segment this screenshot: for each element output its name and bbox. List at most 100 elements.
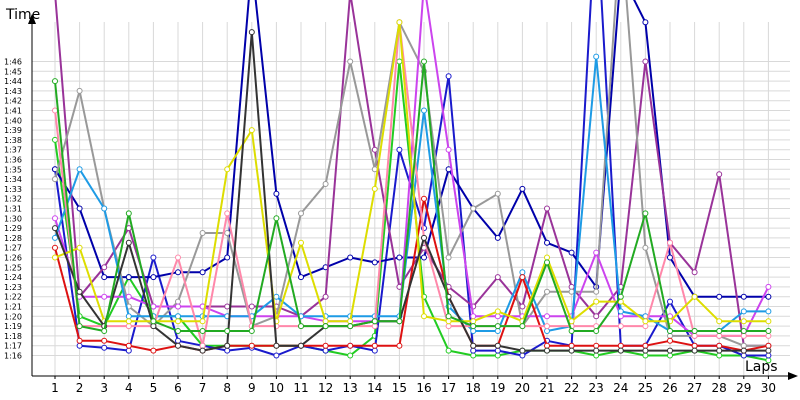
data-point: [519, 303, 526, 310]
data-point: [445, 146, 452, 153]
data-point: [224, 166, 231, 173]
x-tick-label: 19: [490, 381, 505, 395]
data-point: [125, 210, 132, 217]
data-point: [76, 323, 83, 330]
data-point: [248, 342, 255, 349]
data-point: [691, 269, 698, 276]
data-point: [765, 352, 772, 359]
x-axis-arrow-icon: [788, 372, 798, 380]
x-tick-label: 30: [761, 381, 776, 395]
data-point: [273, 215, 280, 222]
data-point: [593, 298, 600, 305]
data-point: [175, 337, 181, 344]
data-point: [175, 342, 181, 349]
data-point: [617, 313, 624, 320]
data-point: [667, 328, 673, 334]
data-point: [150, 323, 157, 330]
data-point: [150, 318, 157, 325]
data-point: [617, 347, 624, 354]
x-tick-label: 21: [539, 381, 554, 395]
data-point: [667, 337, 673, 344]
y-tick-label: 1:18: [4, 332, 22, 341]
data-point: [421, 313, 427, 320]
data-point: [76, 288, 83, 295]
y-tick-label: 1:38: [4, 136, 22, 145]
data-point: [740, 342, 747, 349]
data-point: [691, 332, 698, 339]
x-tick-label: 22: [564, 381, 579, 395]
series-navy: [52, 0, 772, 300]
data-point: [224, 303, 231, 310]
data-point: [667, 352, 673, 359]
data-point: [716, 171, 723, 178]
data-point: [199, 230, 206, 236]
data-point: [421, 195, 427, 202]
data-point: [519, 347, 526, 354]
data-point: [593, 249, 600, 256]
data-point: [544, 205, 550, 212]
x-tick-label: 29: [736, 381, 751, 395]
data-point: [199, 342, 206, 349]
data-point: [765, 318, 772, 325]
x-tick-label: 9: [248, 381, 256, 395]
data-point: [568, 288, 575, 295]
y-tick-label: 1:24: [4, 273, 22, 282]
y-tick-label: 1:26: [4, 254, 22, 263]
x-tick-label: 16: [416, 381, 431, 395]
data-point: [199, 347, 206, 354]
data-point: [740, 318, 747, 325]
data-point: [125, 342, 132, 349]
data-point: [568, 318, 575, 325]
x-tick-label: 13: [343, 381, 358, 395]
y-axis-title: Time: [5, 7, 40, 23]
y-tick-label: 1:32: [4, 195, 22, 204]
data-point: [765, 328, 772, 334]
data-point: [494, 274, 501, 281]
data-point: [150, 347, 157, 354]
data-point: [691, 347, 698, 354]
data-point: [445, 347, 452, 354]
data-point: [716, 318, 723, 325]
data-point: [740, 328, 747, 334]
data-point: [322, 318, 329, 325]
data-point: [642, 19, 649, 26]
data-point: [494, 342, 501, 349]
data-point: [445, 318, 452, 325]
data-point: [716, 293, 723, 300]
series-lines: [52, 0, 772, 364]
y-tick-label: 1:28: [4, 234, 22, 243]
data-point: [617, 342, 624, 349]
data-point: [322, 347, 329, 354]
x-tick-label: 17: [441, 381, 456, 395]
series-darkgray: [52, 29, 772, 354]
y-tick-label: 1:34: [4, 175, 22, 184]
series-line: [54, 197, 769, 352]
data-point: [519, 269, 526, 276]
data-point: [667, 298, 673, 305]
data-point: [617, 323, 624, 330]
data-point: [568, 328, 575, 334]
data-point: [593, 347, 600, 354]
x-tick-label: 5: [150, 381, 158, 395]
data-point: [101, 328, 108, 334]
data-point: [248, 303, 255, 310]
data-point: [347, 342, 354, 349]
series-line: [54, 21, 769, 323]
x-tick-label: 18: [466, 381, 481, 395]
data-point: [544, 313, 550, 320]
data-point: [273, 352, 280, 359]
x-tick-label: 15: [392, 381, 407, 395]
x-tick-label: 4: [125, 381, 133, 395]
data-point: [371, 318, 378, 325]
data-point: [175, 254, 181, 261]
data-point: [765, 332, 772, 339]
y-tick-label: 1:30: [4, 214, 22, 223]
series-line: [54, 60, 769, 332]
data-point: [52, 136, 58, 143]
series-line: [54, 55, 769, 332]
data-point: [544, 288, 550, 295]
data-point: [470, 323, 477, 330]
tick-labels: 1:161:171:181:191:201:211:221:231:241:25…: [4, 58, 776, 396]
data-point: [765, 347, 772, 354]
